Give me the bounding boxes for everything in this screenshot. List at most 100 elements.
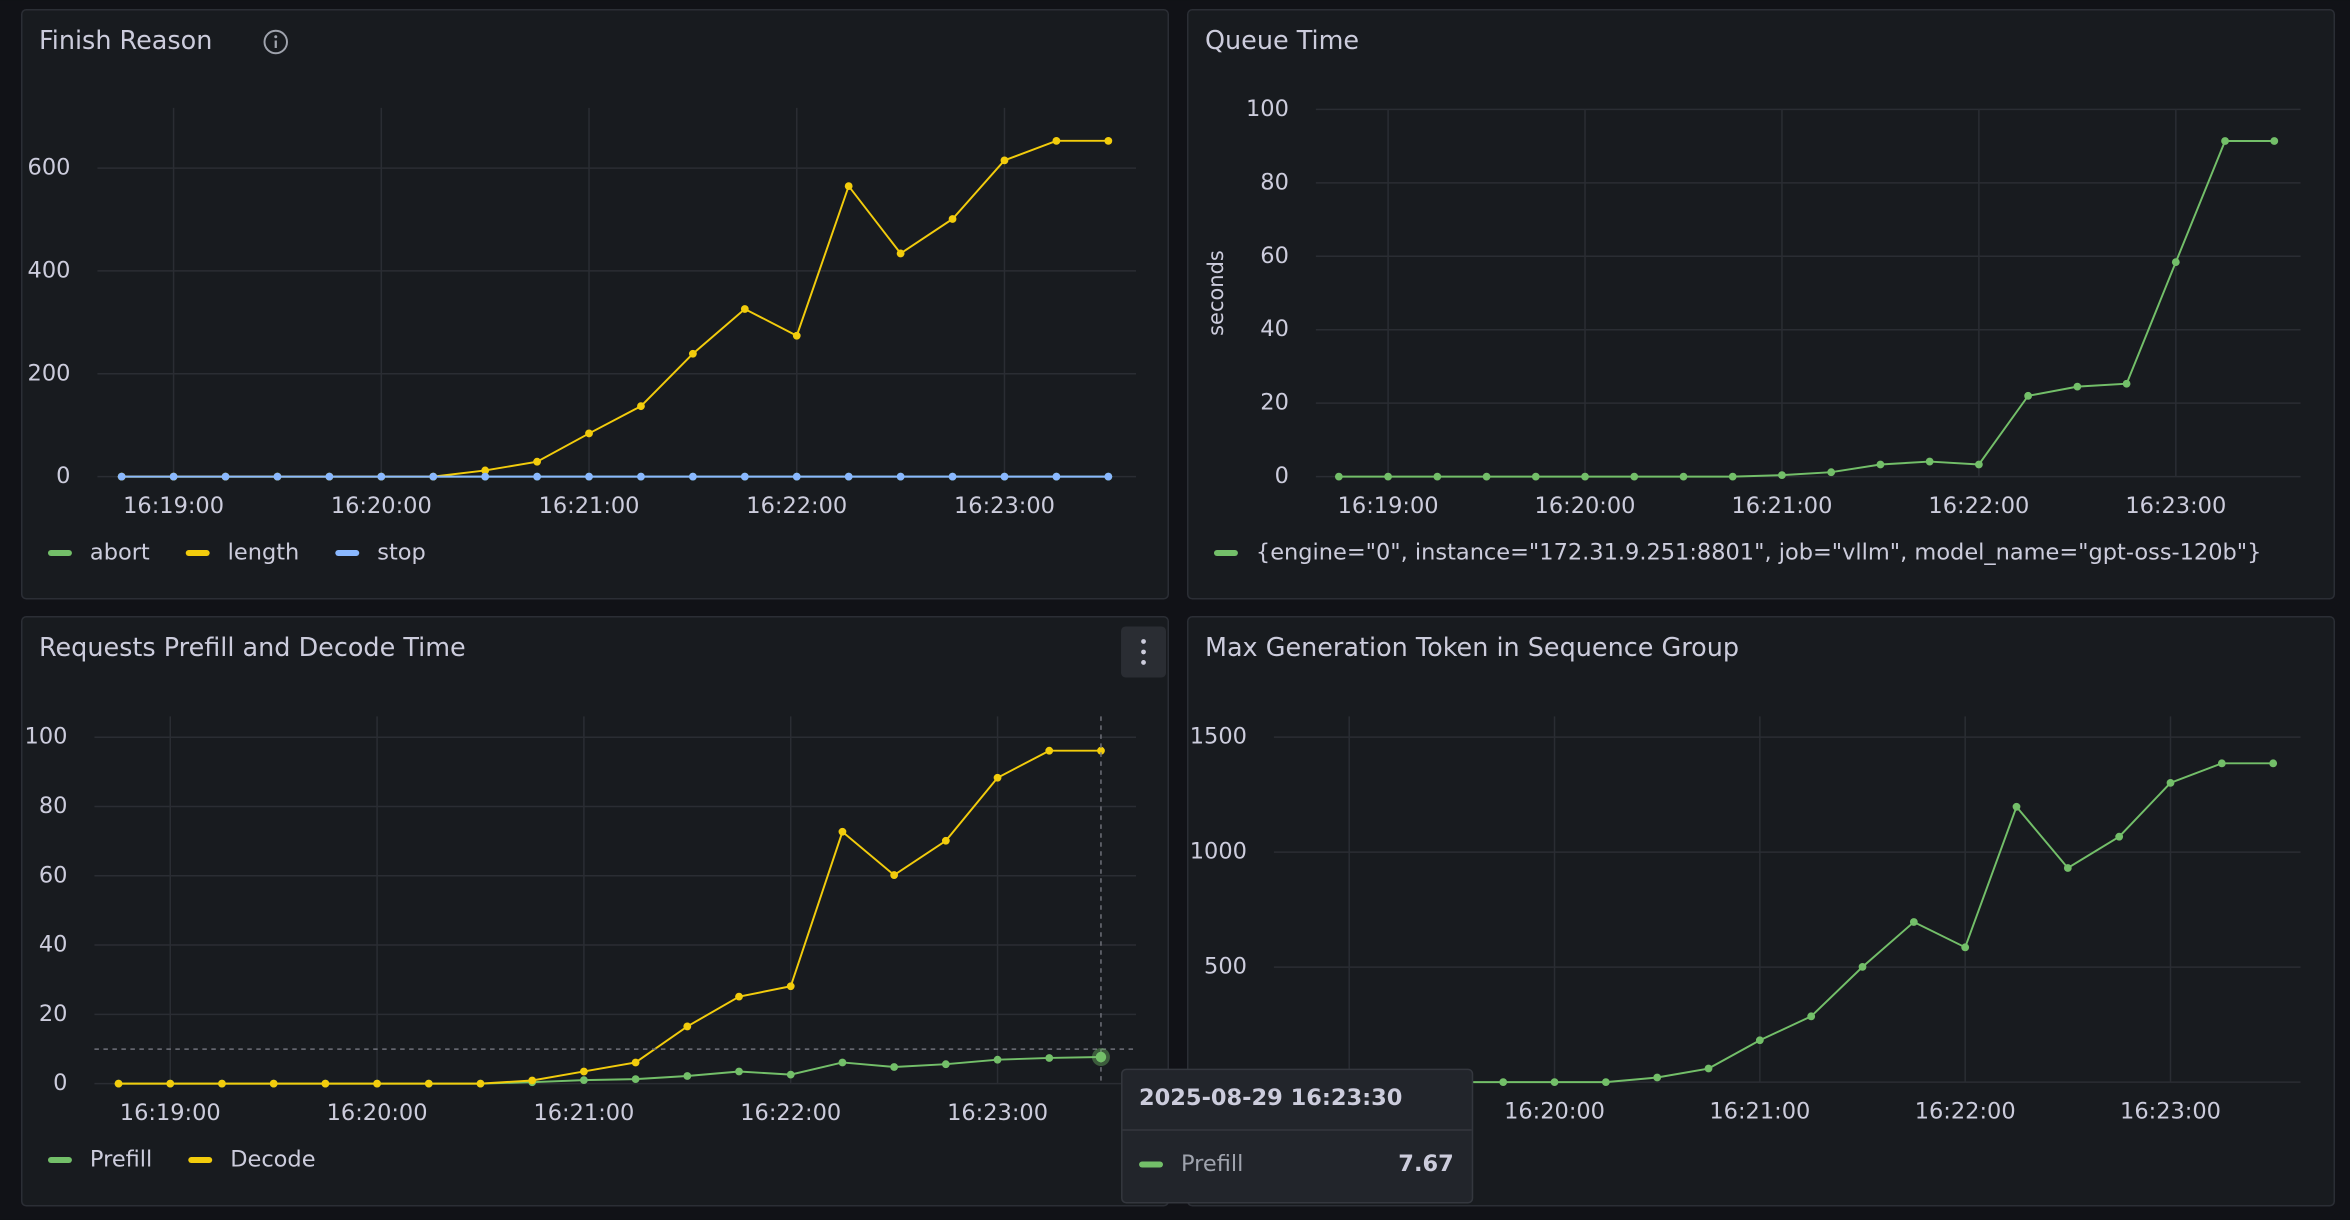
panel-menu[interactable] (1121, 626, 1167, 678)
data-point (890, 871, 899, 879)
x-tick-label: 16:23:00 (947, 1100, 1048, 1126)
legend-label[interactable]: {engine="0", instance="172.31.9.251:8801… (1256, 540, 2261, 566)
info-icon[interactable] (263, 29, 288, 55)
data-point (218, 1079, 226, 1088)
y-tick-label: 100 (25, 724, 68, 750)
data-point (1704, 1064, 1713, 1073)
data-point (1433, 472, 1442, 481)
data-point (1876, 460, 1885, 469)
data-point (896, 472, 905, 481)
series-line (1338, 140, 2275, 478)
data-point (1778, 471, 1786, 480)
x-tick-label: 16:22:00 (740, 1100, 841, 1126)
legend-label[interactable]: stop (377, 540, 426, 566)
legend-label[interactable]: Prefill (90, 1147, 152, 1173)
data-point (429, 472, 438, 481)
data-point (844, 182, 853, 190)
legend-swatch[interactable] (1213, 550, 1238, 557)
data-point (1097, 746, 1105, 755)
y-tick-label: 20 (39, 1001, 68, 1027)
data-point (1581, 472, 1589, 481)
data-point (1482, 472, 1491, 481)
y-tick-label: 60 (39, 862, 68, 888)
legend-label[interactable]: abort (90, 540, 150, 566)
data-point (481, 472, 490, 481)
data-point (321, 1079, 330, 1088)
data-point (1728, 472, 1737, 481)
data-point (273, 472, 282, 481)
y-tick-label: 0 (1275, 463, 1289, 489)
y-tick-label: 1000 (1190, 839, 1247, 865)
data-point (377, 472, 386, 481)
data-point (2073, 382, 2082, 391)
data-point (2166, 778, 2175, 787)
legend-swatch[interactable] (47, 1157, 72, 1164)
data-point (838, 1058, 847, 1067)
data-point (735, 992, 743, 1001)
legend-swatch[interactable] (185, 550, 210, 557)
x-tick-label: 16:23:00 (2125, 493, 2226, 519)
x-tick-label: 16:21:00 (1731, 493, 1832, 519)
data-point (1334, 472, 1343, 481)
data-point (2269, 759, 2278, 768)
data-point (1104, 136, 1113, 145)
legend-label[interactable]: Decode (230, 1147, 315, 1173)
data-point (2122, 379, 2131, 388)
y-tick-label: 500 (1204, 954, 1247, 980)
legend-swatch[interactable] (335, 550, 360, 557)
legend-swatch[interactable] (47, 550, 72, 557)
menu-dot[interactable] (1141, 649, 1146, 655)
menu-dot[interactable] (1141, 639, 1146, 644)
data-point (792, 331, 801, 340)
data-point (221, 472, 230, 481)
data-point (890, 1063, 899, 1071)
data-point (1961, 943, 1970, 952)
tooltip-series: Prefill (1181, 1151, 1243, 1177)
data-point (373, 1079, 381, 1088)
hover-point (1095, 1051, 1107, 1063)
data-point (169, 472, 178, 481)
panel (20, 615, 1170, 1207)
panel (1186, 9, 2336, 600)
x-tick-label: 16:22:00 (746, 493, 847, 519)
data-point (1000, 156, 1009, 165)
panel-title: Finish Reason (39, 26, 212, 56)
info-dot[interactable] (274, 35, 278, 39)
y-tick-label: 0 (56, 463, 70, 489)
data-point (896, 249, 905, 258)
legend-swatch[interactable] (188, 1157, 213, 1164)
y-tick-label: 40 (1260, 316, 1289, 342)
data-point (631, 1058, 640, 1067)
data-point (1630, 472, 1639, 481)
y-tick-label: 0 (53, 1070, 67, 1096)
x-tick-label: 16:22:00 (1915, 1099, 2016, 1125)
data-point (993, 773, 1002, 782)
data-point (1807, 1012, 1816, 1021)
x-tick-label: 16:20:00 (1535, 493, 1636, 519)
data-point (1384, 472, 1392, 481)
panel-title: Max Generation Token in Sequence Group (1205, 633, 1739, 663)
data-point (580, 1076, 588, 1085)
tooltip: 2025-08-29 16:23:30 Prefill 7.67 (1121, 1068, 1474, 1204)
data-point (1104, 472, 1113, 481)
menu-dot[interactable] (1141, 660, 1146, 665)
data-point (1858, 962, 1867, 971)
data-point (1974, 460, 1983, 469)
data-point (580, 1067, 588, 1076)
data-point (2217, 759, 2226, 768)
data-point (1000, 472, 1009, 481)
data-point (735, 1067, 743, 1076)
data-point (637, 402, 645, 411)
data-point (117, 472, 126, 481)
data-point (2024, 391, 2033, 400)
x-tick-label: 16:19:00 (123, 493, 224, 519)
data-point (637, 472, 645, 481)
legend-label[interactable]: length (228, 540, 300, 566)
info-circle[interactable] (263, 29, 288, 55)
panel (20, 9, 1170, 600)
data-point (740, 305, 749, 313)
data-point (631, 1075, 640, 1083)
data-point (2012, 802, 2021, 811)
data-point (948, 215, 957, 223)
